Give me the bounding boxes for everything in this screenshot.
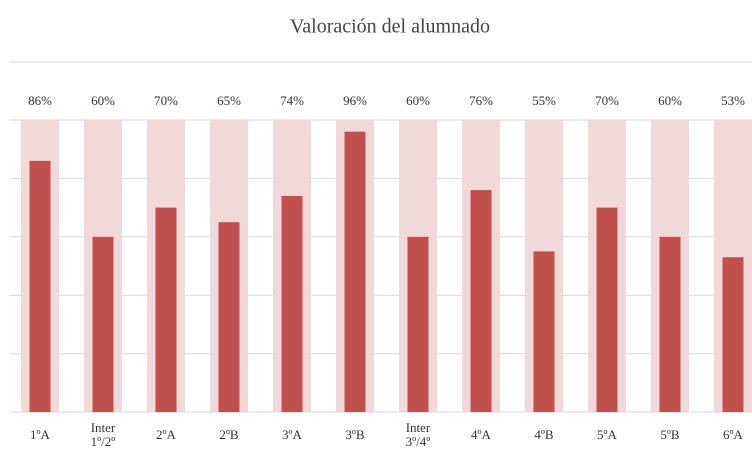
data-label: 60% xyxy=(658,93,682,108)
x-tick-label: 5ºA xyxy=(597,427,618,442)
x-tick-label: 3ºB xyxy=(345,427,365,442)
bar xyxy=(596,207,618,412)
x-tick-label: Inter 1º/2º xyxy=(91,420,116,449)
data-label: 60% xyxy=(406,93,430,108)
x-tick-label: 2ºA xyxy=(156,427,177,442)
bar xyxy=(344,131,366,412)
bar xyxy=(281,195,303,412)
bar xyxy=(29,160,51,412)
bar xyxy=(533,251,555,412)
data-label: 76% xyxy=(469,93,493,108)
x-tick-label: 3ºA xyxy=(282,427,303,442)
data-label: 70% xyxy=(595,93,619,108)
bar xyxy=(407,236,429,412)
data-label: 86% xyxy=(28,93,52,108)
bar xyxy=(92,236,114,412)
x-tick-label: Inter 3º/4º xyxy=(406,420,431,449)
bar xyxy=(470,190,492,412)
x-tick-label: 5ºB xyxy=(660,427,680,442)
x-tick-label: 4ºA xyxy=(471,427,492,442)
data-label: 96% xyxy=(343,93,367,108)
x-tick-label: 6ºA xyxy=(723,427,744,442)
chart-title: Valoración del alumnado xyxy=(290,16,490,38)
data-label: 60% xyxy=(91,93,115,108)
data-label: 53% xyxy=(721,93,745,108)
data-label: 74% xyxy=(280,93,304,108)
x-tick-label: 2ºB xyxy=(219,427,239,442)
x-tick-label: 4ºB xyxy=(534,427,554,442)
x-tick-label: 1ºA xyxy=(30,427,51,442)
bar xyxy=(155,207,177,412)
data-label: 55% xyxy=(532,93,556,108)
data-label: 65% xyxy=(217,93,241,108)
bar xyxy=(659,236,681,412)
bar xyxy=(722,257,744,412)
data-label: 70% xyxy=(154,93,178,108)
bar xyxy=(218,222,240,412)
